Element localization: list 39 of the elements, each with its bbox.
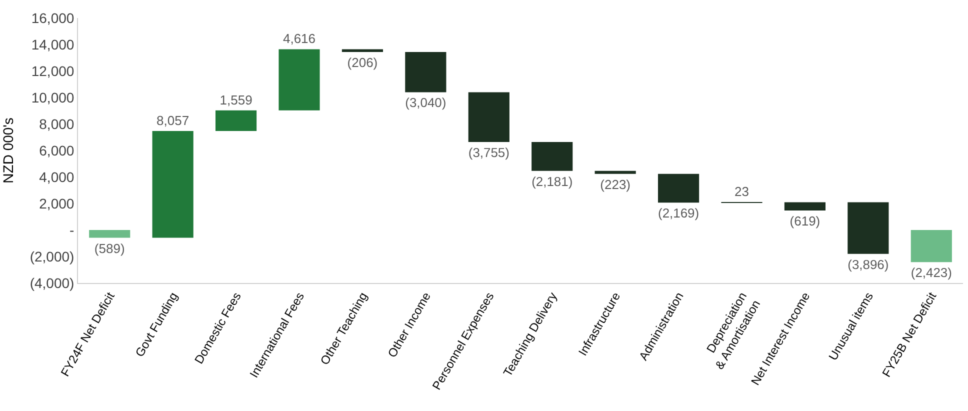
data-label: (3,040) [405, 95, 446, 110]
data-label: (2,181) [532, 174, 573, 189]
y-tick-label: 14,000 [31, 36, 74, 52]
y-axis-title: NZD 000's [0, 118, 16, 184]
y-tick-label: 10,000 [31, 89, 74, 106]
y-tick-label: 8,000 [39, 116, 74, 132]
data-label: 8,057 [156, 113, 190, 128]
bar [658, 174, 700, 203]
y-tick-label: 16,000 [31, 10, 74, 26]
data-label: (206) [347, 54, 378, 70]
y-tick-label: (2,000) [30, 248, 74, 264]
bar [910, 230, 952, 262]
y-tick-label: (4,000) [30, 274, 74, 291]
bar [342, 49, 384, 52]
data-label: (223) [600, 176, 631, 192]
bar [278, 49, 320, 110]
y-tick-label: 2,000 [39, 195, 74, 212]
y-tick-label: 6,000 [39, 142, 74, 158]
data-label: (3,896) [848, 256, 889, 272]
bar [784, 202, 826, 210]
data-label: (2,169) [658, 206, 700, 221]
bar [468, 92, 510, 142]
data-label: (2,423) [910, 265, 952, 280]
bar [848, 202, 889, 254]
y-tick-label: 12,000 [31, 62, 74, 79]
bar [405, 52, 446, 92]
data-label: (619) [790, 213, 820, 228]
data-label: 4,616 [282, 31, 316, 46]
data-label: 23 [734, 184, 749, 199]
data-label: 1,559 [220, 92, 252, 108]
bar [89, 230, 130, 238]
bar [152, 131, 194, 238]
bar [594, 170, 636, 174]
data-label: (589) [94, 240, 125, 256]
y-tick-label: 4,000 [39, 168, 74, 185]
bar [215, 110, 257, 132]
bar [532, 142, 573, 171]
data-label: (3,755) [468, 144, 510, 160]
y-tick-label: - [70, 222, 75, 238]
